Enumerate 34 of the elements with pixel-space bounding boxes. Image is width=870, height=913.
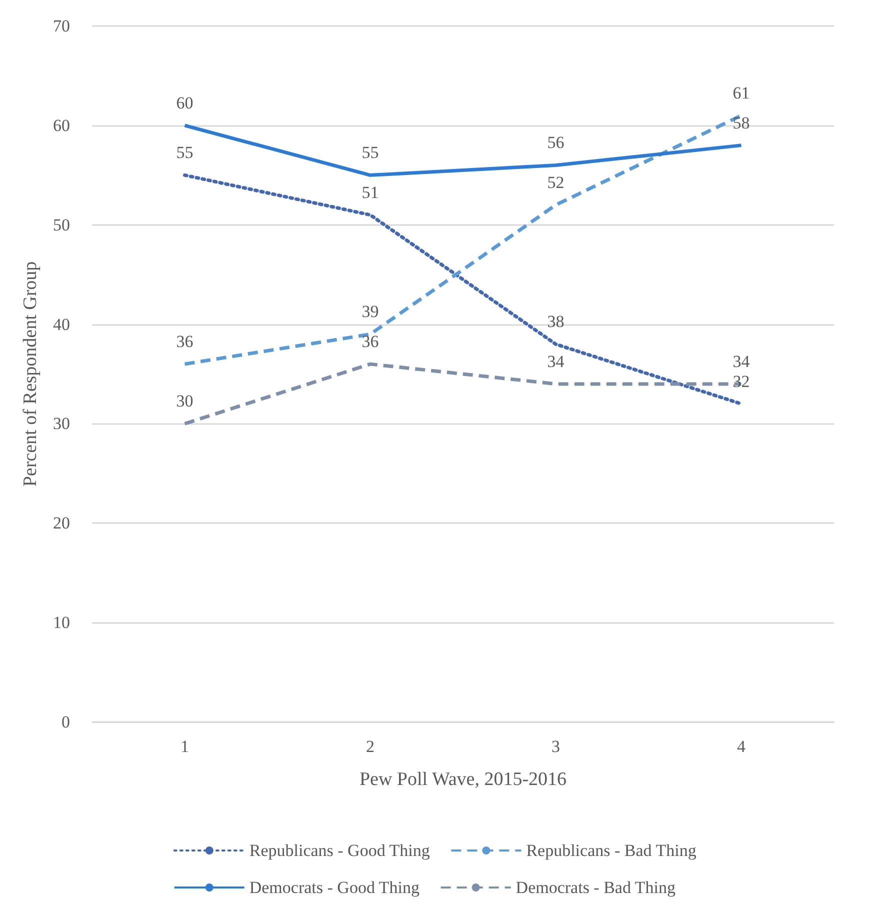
data-label: 55 (176, 143, 194, 162)
data-label: 32 (732, 372, 750, 391)
data-label: 61 (732, 83, 750, 102)
data-label: 36 (176, 332, 194, 352)
y-tick-label: 50 (53, 215, 70, 234)
data-label: 38 (547, 312, 564, 332)
legend-label: Republicans - Good Thing (249, 841, 430, 860)
data-label: 56 (547, 133, 564, 152)
x-axis-title: Pew Poll Wave, 2015-2016 (359, 769, 567, 790)
data-label: 30 (176, 392, 194, 411)
x-tick-label: 2 (366, 737, 374, 756)
data-label: 52 (547, 172, 564, 192)
data-label: 34 (547, 352, 565, 371)
legend-label: Democrats - Good Thing (249, 878, 420, 897)
x-tick-label: 3 (552, 737, 560, 756)
data-label: 55 (362, 143, 379, 162)
data-label: 60 (176, 93, 194, 112)
legend-label: Republicans - Bad Thing (526, 841, 697, 860)
data-label: 58 (732, 113, 750, 132)
y-tick-label: 0 (62, 712, 70, 732)
y-tick-label: 70 (53, 16, 70, 36)
y-tick-label: 20 (53, 514, 70, 533)
y-tick-label: 40 (53, 314, 70, 334)
data-label: 36 (362, 332, 379, 352)
data-label: 39 (362, 302, 379, 322)
x-tick-label: 1 (180, 737, 189, 756)
data-label: 51 (362, 182, 379, 202)
y-tick-label: 10 (53, 613, 70, 632)
y-axis-title: Percent of Respondent Group (20, 261, 41, 487)
legend-label: Democrats - Bad Thing (516, 878, 676, 897)
y-tick-label: 30 (53, 414, 70, 434)
y-tick-label: 60 (53, 116, 70, 135)
x-tick-label: 4 (737, 737, 746, 756)
data-label: 34 (732, 352, 750, 371)
